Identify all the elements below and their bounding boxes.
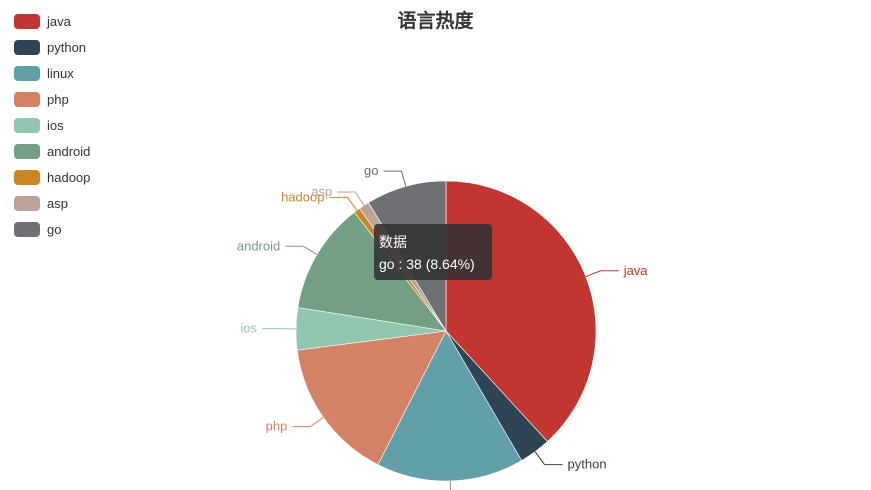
legend-swatch: [14, 39, 40, 55]
legend-swatch: [14, 13, 40, 29]
legend-swatch: [14, 117, 40, 133]
label-line-php: [292, 417, 324, 428]
legend-swatch: [14, 91, 40, 107]
label-line-asp: [337, 191, 365, 206]
slice-label-go: go: [364, 163, 378, 178]
legend-label: php: [47, 91, 69, 107]
legend-swatch: [14, 143, 40, 159]
slice-label-linux: linux: [474, 489, 501, 490]
label-line-go: [383, 170, 407, 187]
legend-label: go: [47, 221, 62, 237]
legend-item-go[interactable]: go: [14, 216, 90, 242]
label-line-hadoop: [329, 196, 358, 211]
legend-item-python[interactable]: python: [14, 34, 90, 60]
slice-label-android: android: [237, 238, 280, 253]
slice-label-java: java: [623, 263, 649, 278]
legend-swatch: [14, 221, 40, 237]
slice-label-hadoop: hadoop: [281, 189, 324, 204]
legend-item-ios[interactable]: ios: [14, 112, 90, 138]
legend-swatch: [14, 195, 40, 211]
legend-item-android[interactable]: android: [14, 138, 90, 164]
label-line-android: [285, 245, 318, 255]
legend-item-java[interactable]: java: [14, 8, 90, 34]
legend-item-linux[interactable]: linux: [14, 60, 90, 86]
legend-label: asp: [47, 195, 68, 211]
legend-label: android: [47, 143, 91, 159]
chart-title: 语言热度: [397, 10, 474, 32]
legend-item-php[interactable]: php: [14, 86, 90, 112]
label-line-linux: [449, 480, 452, 490]
pie-slice-android[interactable]: [297, 211, 447, 332]
legend-label: hadoop: [47, 169, 91, 185]
pie-slice-linux[interactable]: [377, 330, 523, 482]
legend-swatch: [14, 65, 40, 81]
pie-slice-php[interactable]: [296, 330, 447, 466]
legend-label: ios: [47, 117, 64, 133]
slice-label-python: python: [568, 457, 607, 472]
tooltip-series: 数据: [379, 234, 407, 250]
legend-item-hadoop[interactable]: hadoop: [14, 164, 90, 190]
legend-label: linux: [47, 65, 74, 81]
legend-label: java: [47, 13, 71, 29]
legend-swatch: [14, 169, 40, 185]
slice-label-ios: ios: [240, 321, 257, 336]
slice-label-php: php: [266, 419, 288, 434]
label-line-java: [585, 270, 619, 278]
tooltip: 数据 go : 38 (8.64%): [374, 224, 492, 280]
legend-item-asp[interactable]: asp: [14, 190, 90, 216]
legend-label: python: [47, 39, 87, 55]
tooltip-value: go : 38 (8.64%): [379, 256, 475, 272]
legend: java python linux php ios android hadoop asp go: [14, 8, 90, 242]
label-line-python: [534, 451, 563, 466]
slice-label-asp: asp: [311, 184, 332, 199]
